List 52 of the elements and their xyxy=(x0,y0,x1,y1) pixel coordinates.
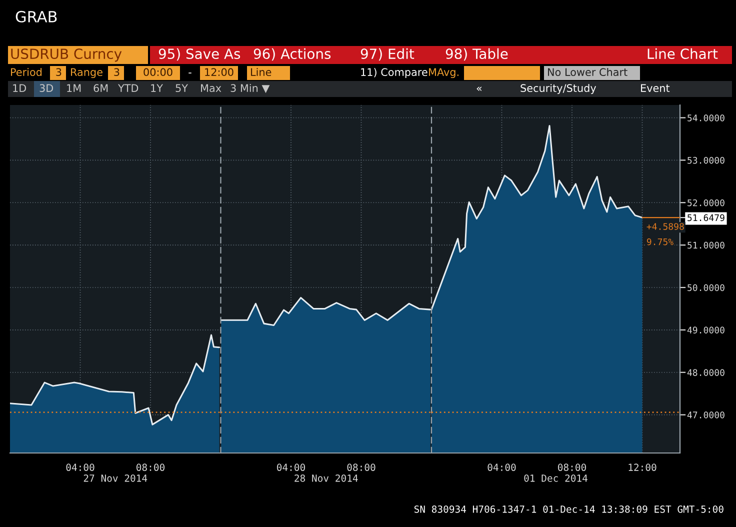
text: « xyxy=(476,86,482,92)
y-tick-label: 48.0000 xyxy=(687,369,724,376)
text: 95) Save As xyxy=(158,48,240,61)
x-tick-label: 08:00 xyxy=(558,464,586,471)
text: Line xyxy=(251,68,272,76)
y-tick-label: 53.0000 xyxy=(688,156,724,164)
text: 97) Edit xyxy=(360,48,414,61)
text: Security/Study xyxy=(520,84,596,94)
text: 6M xyxy=(94,84,108,92)
x-tick-label: 04:00 xyxy=(276,464,305,471)
x-tick-label: 08:00 xyxy=(136,464,164,471)
y-tick-label: 51.0000 xyxy=(688,242,724,249)
x-tick-label: 04:00 xyxy=(66,464,94,471)
text: 12:00 xyxy=(205,68,234,76)
text: - xyxy=(188,72,192,74)
y-tick-label: 52.0000 xyxy=(688,199,724,206)
y-tick-label: 50.0000 xyxy=(688,284,724,292)
text: 3D xyxy=(40,84,54,92)
text: No Lower Chart xyxy=(548,68,628,76)
x-tick-label: 04:00 xyxy=(488,464,516,471)
text: Range xyxy=(71,68,102,78)
text: MAvg. xyxy=(429,68,458,78)
text: SN 830934 H706-1347-1 01-Dec-14 13:38:09 EST GMT-5:00 xyxy=(414,505,724,513)
annotation: 9.75% xyxy=(646,238,674,246)
text: YTD xyxy=(118,84,138,92)
text: GRAB xyxy=(16,10,57,22)
y-tick-label: 51.6479 xyxy=(688,214,724,222)
text: 1D xyxy=(13,84,26,92)
annotation: +4.5898 xyxy=(646,223,684,230)
x-tick-label: 08:00 xyxy=(347,464,376,471)
x-axis-title: 27 Nov 2014 xyxy=(84,474,148,482)
text: 00:00 xyxy=(144,68,172,76)
text: 1M xyxy=(67,84,81,92)
x-tick-label: 12:00 xyxy=(628,464,656,471)
text: 96) Actions xyxy=(254,48,331,61)
text: Max xyxy=(201,84,222,92)
text: 1Y xyxy=(151,84,164,92)
text: 11) Compare xyxy=(361,68,428,78)
text: Period xyxy=(11,68,42,76)
text: USDRUB Curncy xyxy=(11,48,122,62)
text: 3 xyxy=(114,68,120,76)
text: Event xyxy=(641,84,670,92)
text: 3 Min ▼ xyxy=(230,84,270,94)
x-axis-title: 01 Dec 2014 xyxy=(524,474,588,482)
text: 3 xyxy=(56,68,62,76)
text: Line Chart xyxy=(648,48,718,60)
text: 98) Table xyxy=(446,48,508,61)
x-axis-title: 28 Nov 2014 xyxy=(294,474,358,482)
text: 5Y xyxy=(176,84,188,92)
y-tick-label: 54.0000 xyxy=(688,114,724,122)
y-tick-label: 49.0000 xyxy=(687,326,724,334)
y-tick-label: 47.0000 xyxy=(687,412,724,418)
